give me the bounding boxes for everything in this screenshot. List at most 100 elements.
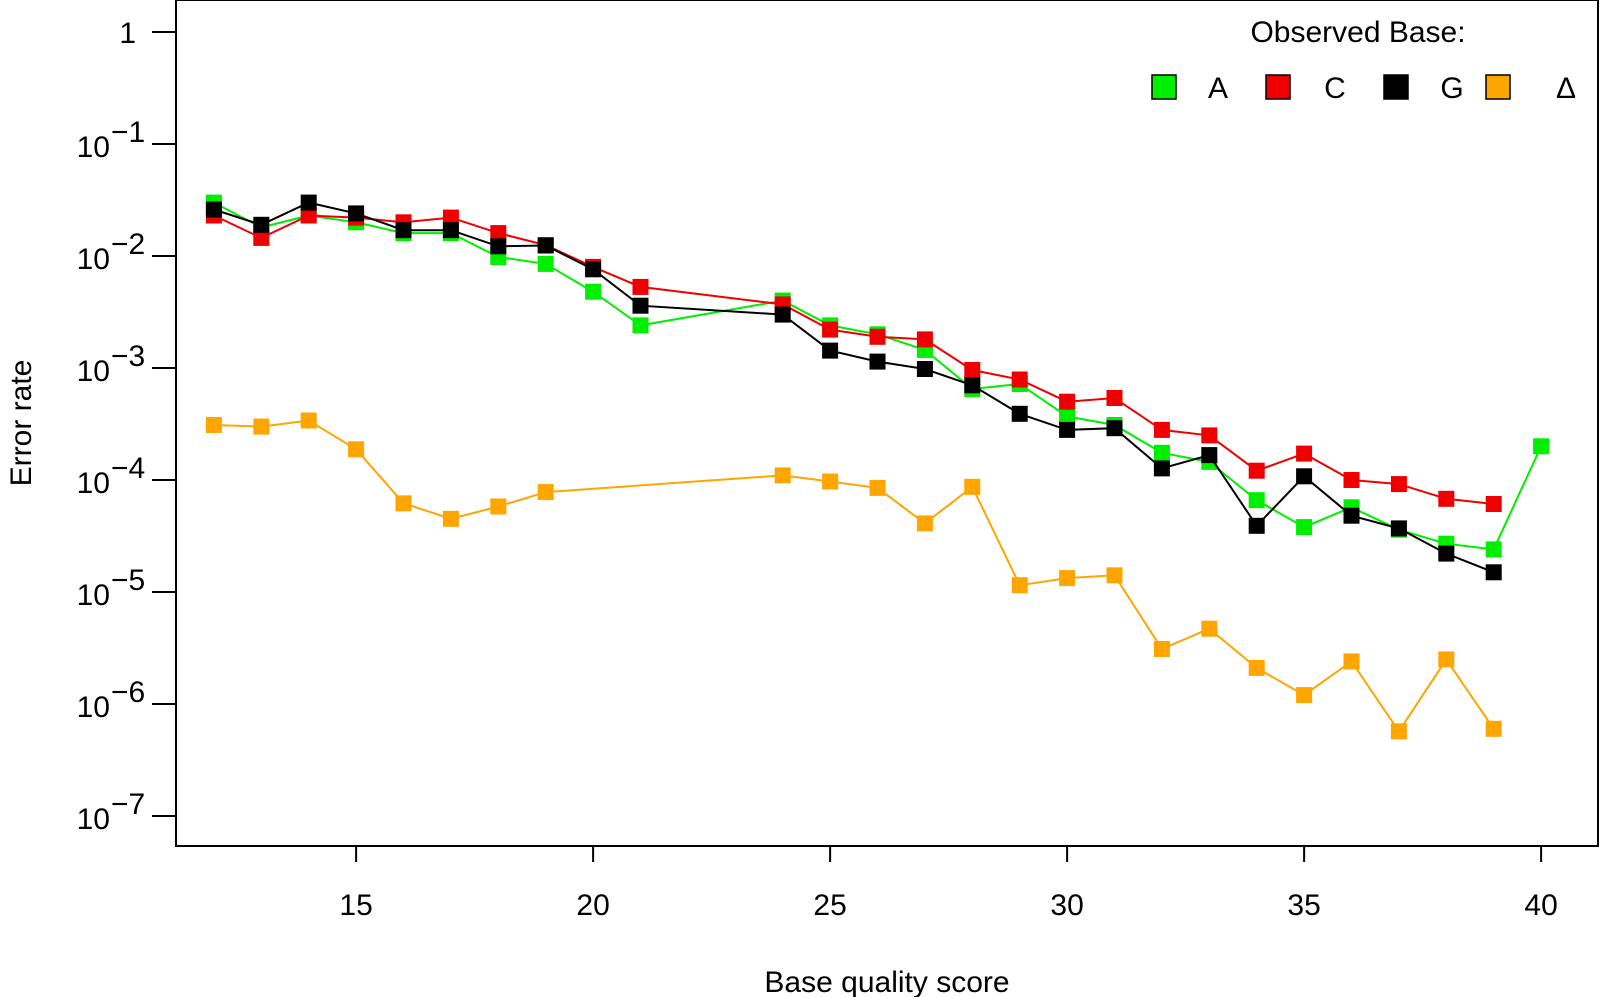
data-point xyxy=(205,417,222,433)
data-point xyxy=(1296,445,1313,462)
data-point xyxy=(490,238,507,255)
data-point xyxy=(916,515,933,532)
y-tick-label: 10 xyxy=(77,467,110,500)
data-point xyxy=(1533,438,1550,455)
y-tick-label: 1 xyxy=(119,17,136,50)
data-point xyxy=(822,321,839,338)
y-axis: 110−110−210−310−410−510−610−7 xyxy=(77,17,176,836)
data-point xyxy=(1059,421,1076,438)
y-tick-label: 10 xyxy=(77,355,110,388)
y-tick-label: 10 xyxy=(77,803,110,836)
legend-swatch xyxy=(1151,74,1177,100)
legend-label: G xyxy=(1440,72,1463,105)
data-point xyxy=(1153,460,1170,477)
data-point xyxy=(253,216,270,233)
x-axis: 15 20 25 30 35 40 xyxy=(339,846,1558,922)
y-tick-label: 10 xyxy=(77,691,110,724)
data-point xyxy=(869,353,886,370)
data-point xyxy=(1438,545,1455,562)
data-point xyxy=(300,412,317,429)
data-point xyxy=(1153,641,1170,657)
x-tick-label: 40 xyxy=(1524,889,1557,922)
data-point xyxy=(1296,519,1313,536)
data-point xyxy=(1485,496,1502,512)
data-point xyxy=(916,331,933,348)
data-point xyxy=(1201,427,1218,444)
data-point xyxy=(537,484,554,501)
data-point xyxy=(964,478,981,495)
data-point xyxy=(395,222,412,239)
series-layer xyxy=(205,194,1550,740)
x-tick-label: 15 xyxy=(339,889,372,922)
data-point xyxy=(537,237,554,254)
data-point xyxy=(1438,651,1455,668)
data-point xyxy=(442,510,459,527)
data-point xyxy=(442,209,459,226)
data-point xyxy=(585,283,602,300)
data-point xyxy=(537,255,554,272)
data-point xyxy=(1485,564,1502,581)
data-point xyxy=(774,306,791,323)
series-line-g xyxy=(213,201,1495,574)
data-point xyxy=(1201,620,1218,637)
y-tick-exponent: −5 xyxy=(111,564,145,597)
data-point xyxy=(1343,507,1360,524)
data-point xyxy=(1011,371,1028,388)
legend-swatch xyxy=(1265,74,1291,100)
data-point xyxy=(1343,653,1360,670)
data-point xyxy=(490,498,507,515)
data-point xyxy=(1438,490,1455,507)
legend-swatch xyxy=(1485,74,1511,100)
y-tick-label: 10 xyxy=(77,243,110,276)
data-point xyxy=(253,229,270,246)
data-point xyxy=(869,328,886,345)
data-point xyxy=(822,473,839,490)
data-point xyxy=(1153,444,1170,461)
legend-label: Δ xyxy=(1556,72,1576,105)
legend-title: Observed Base: xyxy=(1250,16,1465,49)
y-axis-title: Error rate xyxy=(5,360,38,487)
plot-frame xyxy=(175,0,1599,847)
data-point xyxy=(1390,520,1407,537)
data-point xyxy=(1343,472,1360,488)
x-tick-label: 35 xyxy=(1287,889,1320,922)
data-point xyxy=(348,205,365,222)
data-point xyxy=(1390,476,1407,493)
data-point xyxy=(1248,659,1265,676)
data-point xyxy=(869,479,886,496)
y-tick-exponent: −6 xyxy=(111,676,145,709)
data-point xyxy=(1485,541,1502,558)
y-tick-exponent: −4 xyxy=(111,452,145,485)
data-point xyxy=(916,361,933,377)
x-tick-label: 25 xyxy=(813,889,846,922)
x-axis-title: Base quality score xyxy=(764,966,1009,997)
y-tick-exponent: −2 xyxy=(111,228,145,261)
data-point xyxy=(964,362,981,378)
data-point xyxy=(1296,468,1313,485)
legend-label: C xyxy=(1324,72,1346,105)
data-point xyxy=(1390,723,1407,740)
data-point xyxy=(1201,447,1218,464)
series-line-delta xyxy=(213,419,1495,734)
data-point xyxy=(1153,421,1170,438)
data-point xyxy=(632,278,649,295)
data-point xyxy=(395,495,412,512)
y-tick-exponent: −7 xyxy=(111,788,145,821)
legend-label: A xyxy=(1208,72,1228,105)
data-point xyxy=(1059,408,1076,425)
x-tick-label: 20 xyxy=(576,889,609,922)
legend: Observed Base: A C G Δ xyxy=(1151,16,1576,105)
data-point xyxy=(1248,462,1265,479)
y-tick-label: 10 xyxy=(77,131,110,164)
data-point xyxy=(253,418,270,435)
data-point xyxy=(1248,492,1265,509)
data-point xyxy=(300,194,317,211)
data-point xyxy=(964,377,981,394)
legend-swatch xyxy=(1383,74,1409,100)
data-point xyxy=(1106,567,1123,584)
data-point xyxy=(1011,405,1028,422)
data-point xyxy=(1106,420,1123,437)
data-point xyxy=(1059,393,1076,410)
data-point xyxy=(1011,577,1028,594)
